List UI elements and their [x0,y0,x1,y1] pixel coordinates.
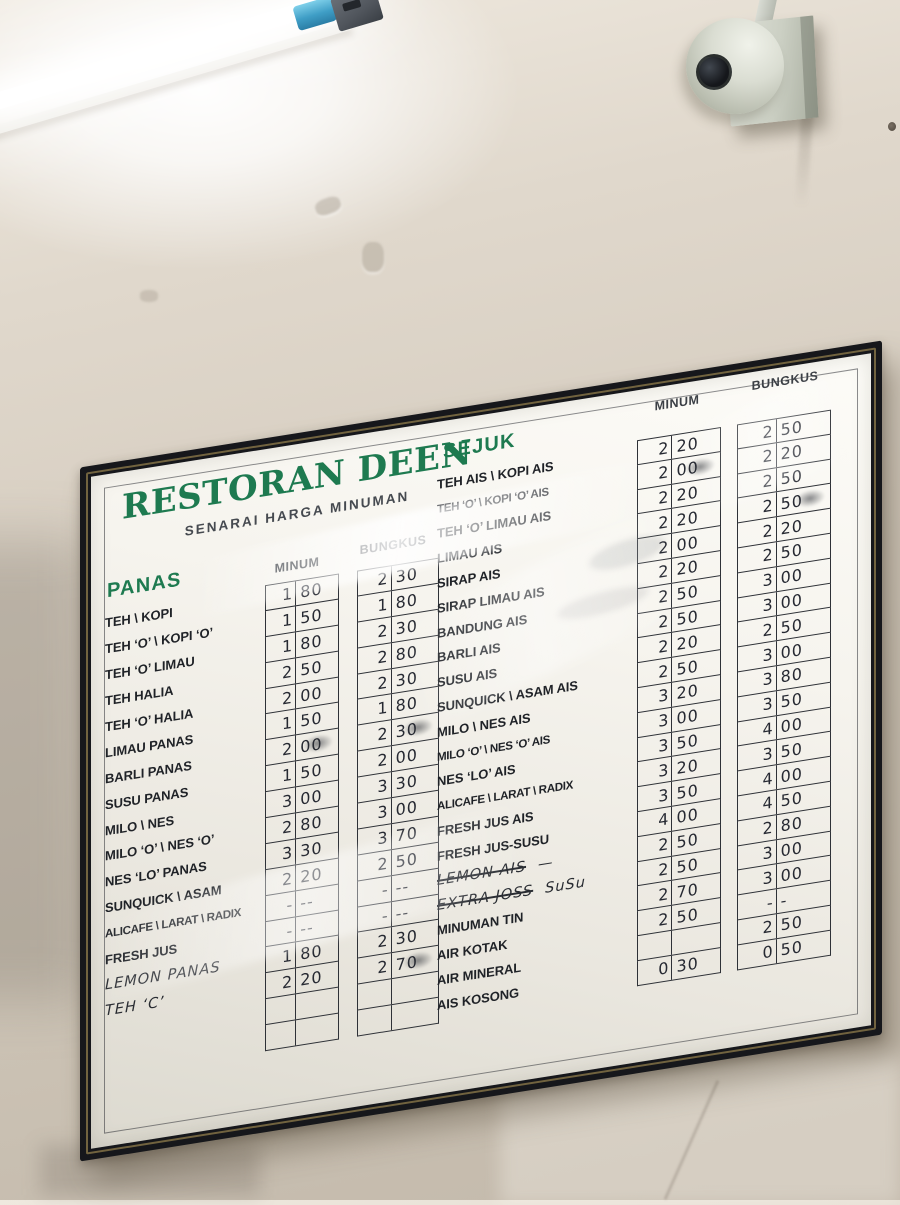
menu-board: RESTORAN DEEN SENARAI HARGA MINUMAN PANA… [80,340,882,1162]
column-gap [721,524,737,551]
column-header-minum: MINUM [654,392,700,414]
wall-paint-chip [140,290,158,302]
column-gap [339,571,357,600]
column-gap [721,648,737,675]
price-sen [296,1014,338,1046]
column-gap [721,424,737,451]
column-gap [721,548,737,575]
column-gap [339,881,357,910]
price-ringgit: - [266,890,297,921]
price-ringgit: 2 [266,735,297,766]
column-gap [721,772,737,799]
price-ringgit: 1 [266,606,297,636]
tube-bracket [330,0,384,32]
price-ringgit: 2 [266,865,297,895]
column-gap [721,598,737,625]
light-glow [0,0,520,270]
column-gap [339,804,357,833]
camera-lens-icon [696,54,732,90]
column-gap [339,648,357,677]
price-ringgit [358,1005,392,1036]
column-gap [339,959,357,988]
column-gap [339,933,357,962]
column-gap [339,830,357,859]
wall-paint-chip [362,242,384,272]
price-ringgit: 1 [266,581,297,610]
section-heading-panas: PANAS [107,568,182,603]
column-gap [721,896,737,923]
price-ringgit: 0 [638,955,673,985]
price-ringgit: 1 [266,761,297,792]
panas-price-table: TEH \ KOPI 1 80 2 30 TEH ‘O’ \ KOPI ‘O’ 1 50 1 80… [105,557,439,1077]
column-header-bungkus: BUNGKUS [751,368,819,394]
column-gap [339,1011,357,1040]
column-gap [339,778,357,807]
price-ringgit: 3 [266,787,297,818]
board-face: RESTORAN DEEN SENARAI HARGA MINUMAN PANA… [91,353,871,1149]
column-gap [339,855,357,884]
column-gap [721,499,737,526]
column-gap [721,871,737,898]
column-gap [721,623,737,650]
column-gap [721,945,737,972]
price-ringgit: 2 [266,813,297,843]
price-ringgit: 2 [266,968,297,999]
wall-shadow [0,540,90,1000]
wall-crack [663,1080,720,1200]
column-gap [721,747,737,774]
price-ringgit [266,1020,297,1051]
column-gap [721,697,737,724]
price-ringgit: 3 [266,839,297,869]
cctv-camera [686,0,838,138]
column-gap [339,674,357,703]
sejuk-price-table: TEH AIS \ KOPI AIS 2 20 2 50 TEH ‘O’ \ KOPI ‘… [437,409,831,1018]
column-gap [339,752,357,781]
column-gap [339,907,357,936]
column-gap [721,821,737,848]
column-gap [721,846,737,873]
wall-scuff [40,1145,260,1195]
price-ringgit: 1 [266,632,297,662]
menu-item-suffix: SuSu [545,874,586,897]
wall-nail-hole [888,122,896,131]
column-gap [339,622,357,651]
price-ringgit: 2 [266,657,297,688]
price-ringgit: - [266,916,297,947]
price-ringgit [266,994,297,1025]
column-gap [339,700,357,729]
column-gap [721,672,737,699]
price-ringgit: 1 [266,942,297,973]
wall-paint-chip [313,194,343,218]
column-gap [721,573,737,600]
price-ringgit: 2 [266,683,297,714]
column-header-bungkus: BUNGKUS [359,532,427,558]
column-gap [721,796,737,823]
column-gap [721,722,737,749]
column-gap [339,726,357,755]
column-gap [339,985,357,1014]
column-gap [721,474,737,501]
column-gap [721,920,737,947]
column-gap [339,597,357,626]
menu-item-suffix: — [538,854,554,874]
column-gap [721,449,737,476]
price-ringgit: 0 [738,938,777,969]
price-ringgit: 1 [266,709,297,740]
